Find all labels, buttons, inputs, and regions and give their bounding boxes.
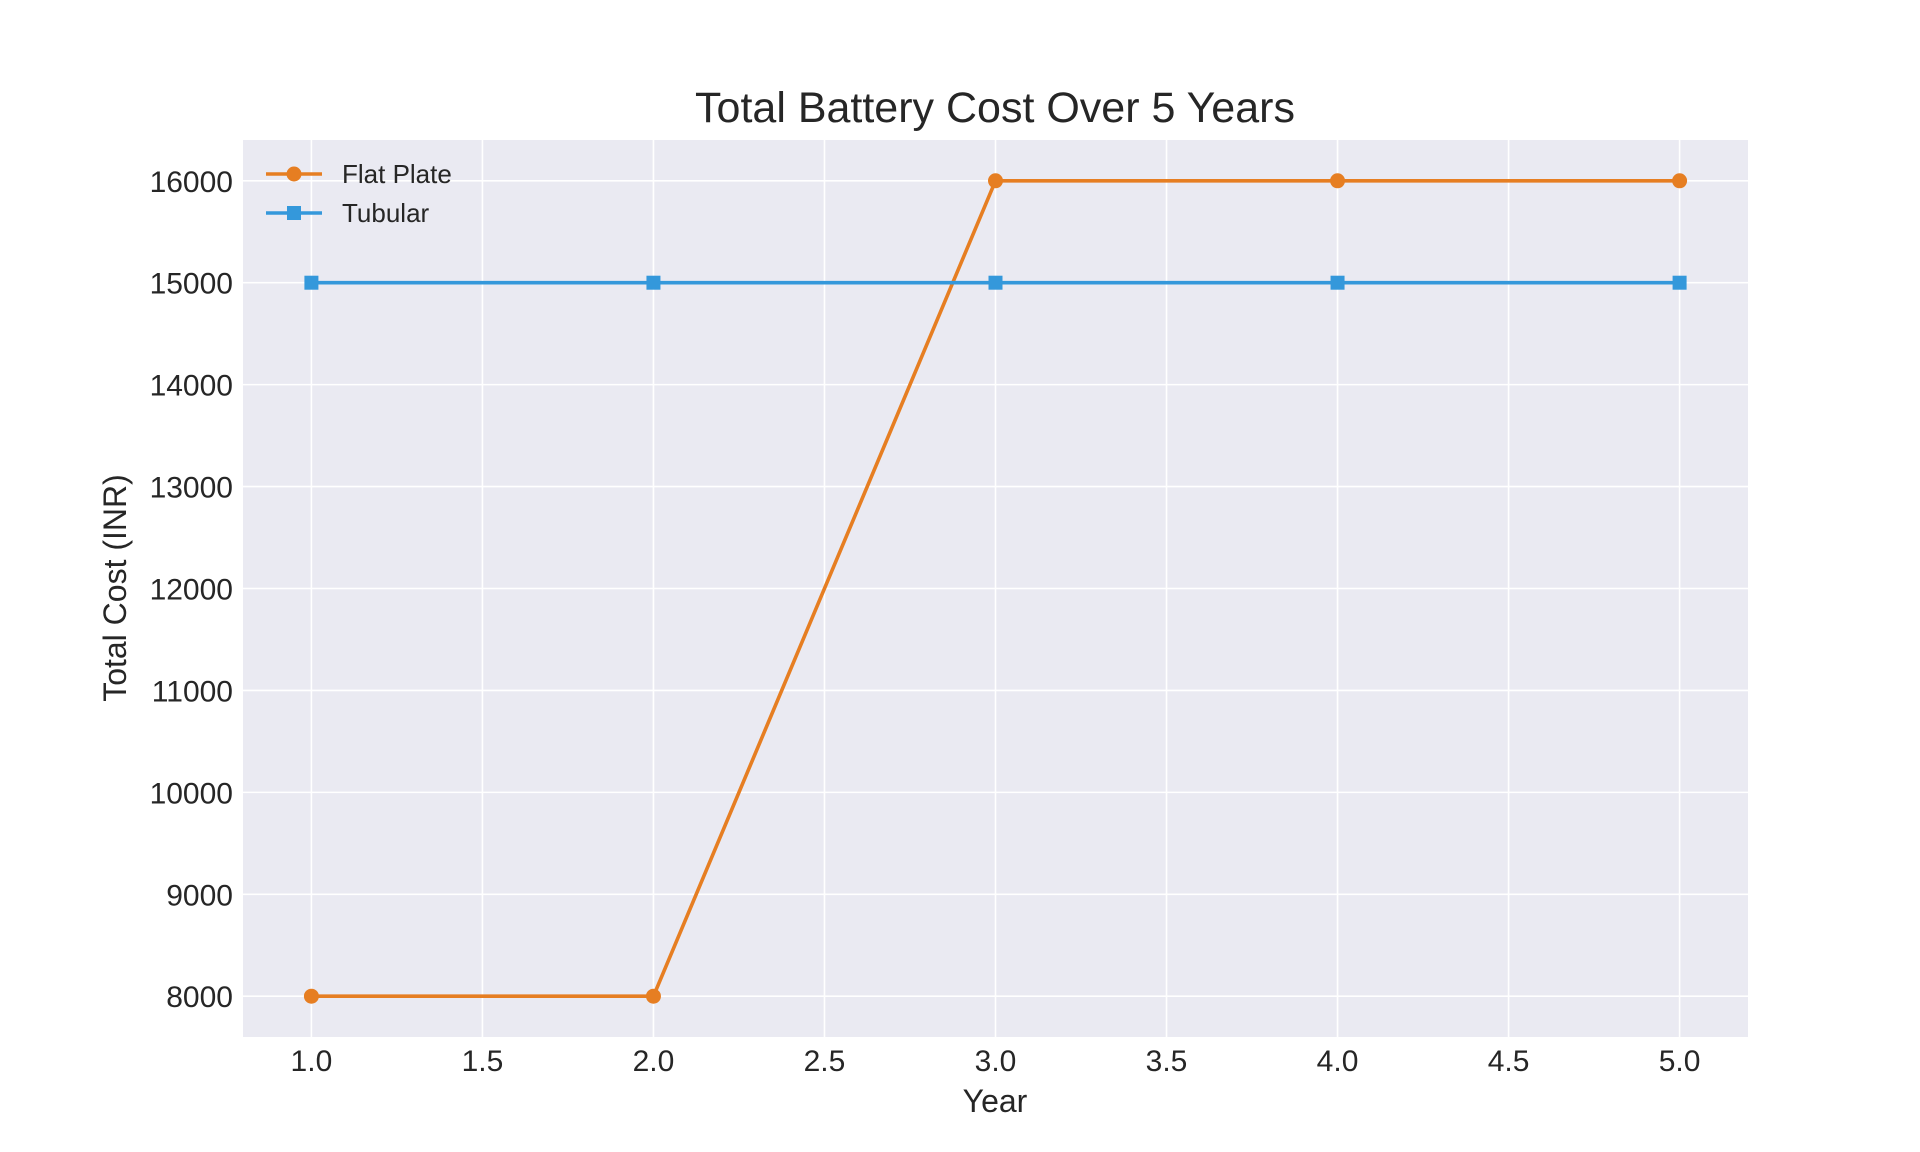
data-point-flat-plate [645, 988, 661, 1004]
series-lines [303, 173, 1688, 1004]
x-tick-label: 2.5 [804, 1045, 846, 1078]
data-point-tubular [988, 275, 1003, 290]
legend-item-tubular: Tubular [266, 198, 430, 228]
x-tick-label: 4.5 [1488, 1045, 1530, 1078]
y-axis-ticks: 8000 9000 10000 11000 12000 13000 14000 15000 16… [150, 166, 233, 1014]
data-point-tubular [646, 275, 661, 290]
data-point-tubular [1330, 275, 1345, 290]
x-tick-label: 1.0 [291, 1045, 333, 1078]
legend: Flat Plate Tubular [266, 159, 452, 228]
legend-label-flat-plate: Flat Plate [342, 159, 452, 189]
data-point-tubular [304, 275, 319, 290]
y-tick-label: 14000 [150, 370, 233, 403]
legend-marker-flat-plate [286, 166, 302, 182]
data-point-flat-plate [1330, 173, 1346, 189]
x-axis-ticks: 1.0 1.5 2.0 2.5 3.0 3.5 4.0 4.5 5.0 [291, 1045, 1701, 1078]
legend-item-flat-plate: Flat Plate [266, 159, 452, 189]
data-point-flat-plate [1672, 173, 1688, 189]
y-tick-label: 13000 [150, 472, 233, 505]
legend-label-tubular: Tubular [342, 198, 430, 228]
x-axis-label: Year [963, 1083, 1028, 1119]
x-tick-label: 3.0 [975, 1045, 1017, 1078]
y-tick-label: 11000 [152, 675, 233, 708]
y-tick-label: 10000 [150, 777, 233, 810]
data-point-tubular [1672, 275, 1687, 290]
x-tick-label: 5.0 [1659, 1045, 1701, 1078]
legend-marker-tubular [287, 206, 301, 220]
x-tick-label: 4.0 [1317, 1045, 1359, 1078]
y-tick-label: 16000 [150, 166, 233, 199]
y-tick-label: 12000 [150, 574, 233, 607]
y-tick-label: 9000 [166, 879, 233, 912]
series-flat-plate [303, 173, 1688, 1004]
data-point-flat-plate [988, 173, 1003, 189]
x-tick-label: 3.5 [1146, 1045, 1188, 1078]
data-point-flat-plate [303, 988, 319, 1004]
series-tubular [304, 275, 1687, 290]
x-tick-label: 1.5 [462, 1045, 504, 1078]
x-tick-label: 2.0 [633, 1045, 675, 1078]
chart-title: Total Battery Cost Over 5 Years [695, 84, 1295, 132]
y-tick-label: 15000 [150, 268, 233, 301]
y-tick-label: 8000 [166, 981, 233, 1014]
y-axis-label: Total Cost (INR) [97, 474, 133, 702]
